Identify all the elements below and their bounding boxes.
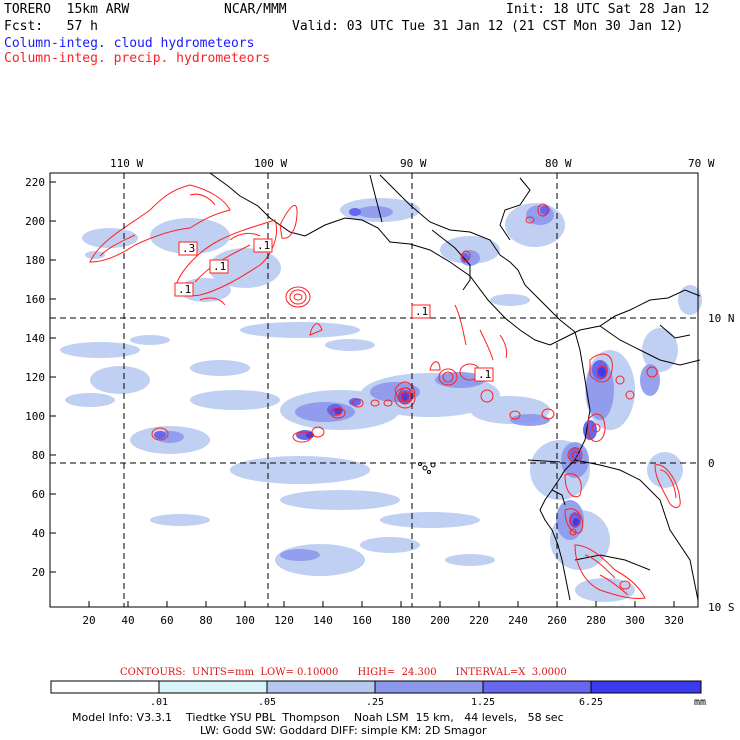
model-title: TORERO 15km ARW: [4, 2, 130, 17]
contour-label: .1: [415, 305, 428, 318]
x-tick-label: 120: [274, 614, 294, 627]
model-info-line1: Model Info: V3.3.1 Tiedtke YSU PBL Thomp…: [72, 711, 564, 724]
contour-info: CONTOURS: UNITS=mm LOW= 0.10000 HIGH= 24…: [120, 667, 567, 678]
lon-label: 80 W: [545, 157, 572, 170]
contour-label: .1: [257, 239, 270, 252]
lat-label: 10 S: [708, 601, 735, 614]
org-label: NCAR/MMM: [224, 2, 287, 17]
x-tick-label: 180: [391, 614, 411, 627]
x-tick-label: 260: [547, 614, 567, 627]
contour-info-title: CONTOURS:: [120, 667, 186, 678]
colorbar-label: 6.25: [579, 697, 603, 708]
y-tick-label: 120: [25, 371, 45, 384]
model-info-line2: LW: Godd SW: Goddard DIFF: simple KM: 2D…: [200, 724, 487, 737]
contour-label: .1: [478, 368, 491, 381]
x-tick-label: 80: [199, 614, 212, 627]
contour-label: .1: [178, 283, 191, 296]
colorbar-swatch: [483, 681, 591, 693]
colorbar-swatch: [159, 681, 267, 693]
contour-info-high: HIGH= 24.300: [357, 667, 437, 678]
x-tick-label: 280: [586, 614, 606, 627]
colorbar-label: .01: [150, 697, 168, 708]
cloud-field-shading: [60, 198, 702, 602]
field-cloud-label: Column-integ. cloud hydrometeors: [4, 36, 255, 51]
x-tick-label: 20: [82, 614, 95, 627]
y-tick-label: 180: [25, 254, 45, 267]
plot-frame: [49, 172, 699, 608]
lat-label: 0: [708, 457, 715, 470]
colorbar-label: .05: [258, 697, 276, 708]
x-tick-label: 300: [625, 614, 645, 627]
precip-contours: [89, 184, 681, 599]
y-tick-label: 60: [32, 488, 45, 501]
x-tick-label: 320: [664, 614, 684, 627]
colorbar-label: 1.25: [471, 697, 495, 708]
contour-info-units: UNITS=mm: [192, 667, 255, 678]
lon-label: 90 W: [400, 157, 427, 170]
lon-label: 70 W: [688, 157, 715, 170]
x-tick-label: 240: [508, 614, 528, 627]
contour-info-low: LOW= 0.10000: [260, 667, 339, 678]
valid-time: Valid: 03 UTC Tue 31 Jan 12 (21 CST Mon …: [292, 19, 684, 34]
colorbar-label: .25: [366, 697, 384, 708]
y-tick-label: 160: [25, 293, 45, 306]
field-precip-label: Column-integ. precip. hydrometeors: [4, 51, 271, 66]
x-tick-label: 160: [352, 614, 372, 627]
x-tick-label: 60: [160, 614, 173, 627]
colorbar-swatch: [51, 681, 159, 693]
colorbar-unit: mm: [694, 697, 706, 708]
axis-ticks: [50, 181, 675, 607]
contour-label-boxes: [174, 238, 494, 382]
x-tick-label: 40: [121, 614, 134, 627]
y-tick-label: 20: [32, 566, 45, 579]
forecast-hour: Fcst: 57 h: [4, 19, 98, 34]
lat-label: 10 N: [708, 312, 735, 325]
lon-label: 100 W: [254, 157, 287, 170]
y-tick-label: 40: [32, 527, 45, 540]
y-tick-label: 220: [25, 176, 45, 189]
contour-info-interval: INTERVAL=X 3.0000: [455, 667, 567, 678]
y-tick-label: 140: [25, 332, 45, 345]
galapagos-islands: [418, 462, 436, 474]
contour-label: .1: [213, 260, 226, 273]
x-tick-label: 140: [313, 614, 333, 627]
colorbar: [50, 680, 702, 694]
colorbar-swatch: [375, 681, 483, 693]
lon-label: 110 W: [110, 157, 143, 170]
x-tick-label: 220: [469, 614, 489, 627]
lat-lon-grid: [50, 173, 698, 607]
x-tick-label: 200: [430, 614, 450, 627]
colorbar-swatch: [591, 681, 701, 693]
coastlines: [209, 172, 701, 601]
y-tick-label: 100: [25, 410, 45, 423]
x-tick-label: 100: [235, 614, 255, 627]
colorbar-swatch: [267, 681, 375, 693]
y-tick-label: 80: [32, 449, 45, 462]
contour-label: .3: [182, 242, 195, 255]
init-time: Init: 18 UTC Sat 28 Jan 12: [506, 2, 710, 17]
y-tick-label: 200: [25, 215, 45, 228]
